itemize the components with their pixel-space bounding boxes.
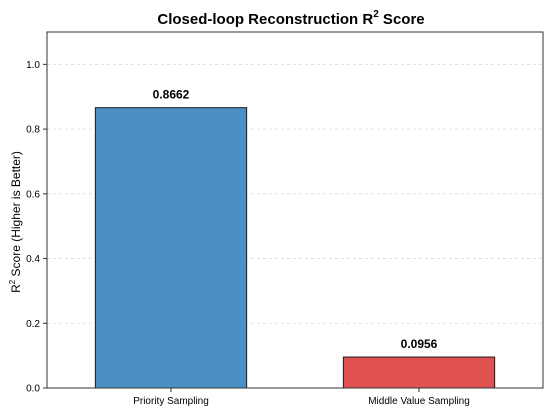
y-tick-label: 0.4 bbox=[26, 254, 40, 265]
y-tick-label: 0.8 bbox=[26, 125, 40, 136]
y-axis-label: R2 Score (Higher is Better) bbox=[8, 151, 23, 293]
chart-title-superscript: 2 bbox=[373, 9, 379, 20]
data-label: 0.0956 bbox=[401, 337, 438, 351]
x-tick-label: Middle Value Sampling bbox=[368, 396, 470, 407]
y-tick-label: 0.2 bbox=[26, 319, 40, 330]
chart-title-main: Closed-loop Reconstruction R bbox=[157, 11, 373, 28]
plot-frame bbox=[46, 31, 544, 389]
y-axis-label-superscript: 2 bbox=[8, 279, 17, 284]
y-axis-label-main: R bbox=[9, 284, 23, 293]
bars bbox=[94, 107, 496, 389]
bar bbox=[342, 356, 496, 389]
chart-title-suffix: Score bbox=[379, 11, 425, 28]
bar bbox=[94, 107, 248, 389]
data-label: 0.8662 bbox=[153, 88, 190, 102]
axes: 0.0 0.2 0.4 0.6 0.8 1.0 Priority Sampling Middl… bbox=[26, 31, 544, 407]
y-tick-label: 0.6 bbox=[26, 189, 40, 200]
x-tick-label: Priority Sampling bbox=[133, 396, 209, 407]
chart-title: Closed-loop Reconstruction R2 Score bbox=[157, 9, 424, 28]
y-tick-label: 1.0 bbox=[26, 60, 40, 71]
y-axis-label-suffix: Score (Higher is Better) bbox=[9, 151, 23, 280]
data-labels: 0.8662 0.0956 bbox=[153, 88, 438, 351]
grid-lines bbox=[47, 63, 543, 324]
y-tick-label: 0.0 bbox=[26, 384, 40, 395]
